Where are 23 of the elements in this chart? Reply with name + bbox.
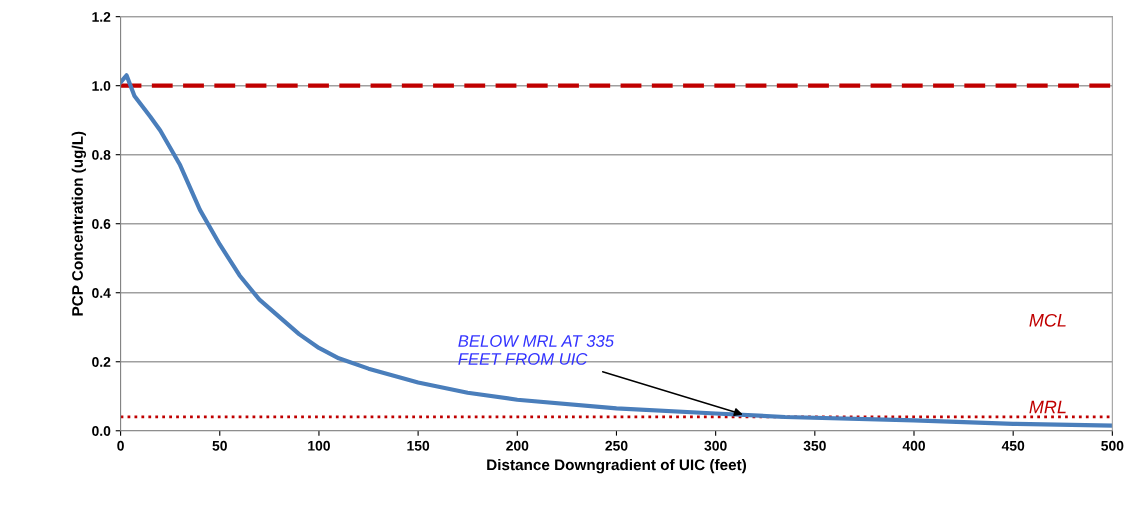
y-axis-title: PCP Concentration (ug/L) bbox=[71, 131, 87, 316]
ref-line-label: MRL bbox=[1029, 400, 1066, 414]
x-tick-label: 150 bbox=[407, 440, 430, 451]
x-tick-label: 400 bbox=[902, 440, 926, 451]
annotation: BELOW MRL AT 335 FEET FROM UIC bbox=[458, 335, 615, 365]
ref-line-label: MCL bbox=[1029, 313, 1066, 327]
x-tick-label: 500 bbox=[1101, 440, 1124, 451]
x-tick-label: 200 bbox=[506, 440, 529, 451]
x-tick-label: 50 bbox=[212, 440, 227, 451]
x-tick-label: 250 bbox=[605, 440, 628, 451]
x-tick-label: 100 bbox=[308, 440, 330, 451]
x-tick-label: 0 bbox=[117, 440, 124, 451]
y-tick-label: 1.2 bbox=[92, 12, 111, 22]
y-tick-label: 0.2 bbox=[92, 357, 111, 367]
x-tick-label: 450 bbox=[1001, 440, 1025, 451]
x-axis-title: Distance Downgradient of UIC (feet) bbox=[487, 458, 747, 474]
y-tick-label: 1.0 bbox=[92, 81, 111, 91]
y-tick-label: 0.0 bbox=[92, 426, 111, 436]
y-tick-label: 0.4 bbox=[92, 288, 111, 298]
x-tick-label: 350 bbox=[803, 440, 826, 451]
y-tick-label: 0.8 bbox=[92, 150, 111, 160]
x-tick-label: 300 bbox=[704, 440, 727, 451]
y-tick-label: 0.6 bbox=[92, 219, 111, 229]
